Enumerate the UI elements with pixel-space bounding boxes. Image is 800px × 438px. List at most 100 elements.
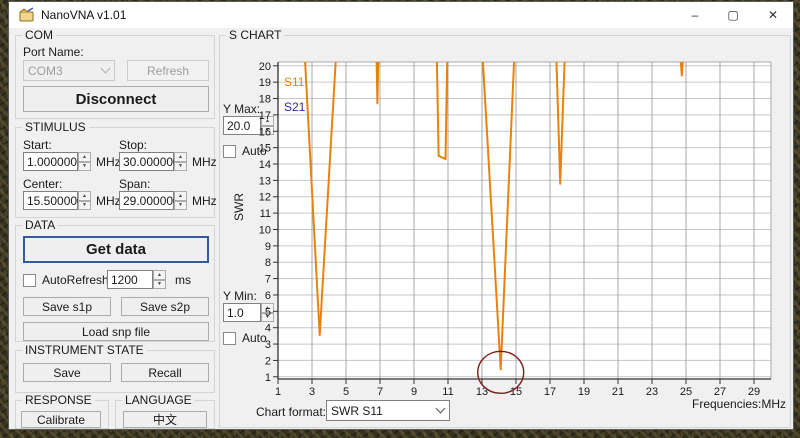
- refresh-button[interactable]: Refresh: [127, 60, 209, 81]
- x-tick-label: 27: [714, 386, 726, 398]
- chart-format-value: SWR S11: [331, 403, 383, 418]
- port-select[interactable]: COM3: [23, 60, 115, 81]
- span-input[interactable]: 29.000000: [119, 191, 180, 210]
- ymax-input[interactable]: 20.0: [223, 116, 261, 135]
- chart-format-label: Chart format:: [256, 405, 327, 419]
- start-label: Start:: [23, 138, 52, 152]
- instrument-state-group: INSTRUMENT STATE: [15, 343, 215, 393]
- chart-format-select[interactable]: SWR S11: [326, 400, 450, 421]
- x-tick-label: 23: [646, 386, 658, 398]
- disconnect-button[interactable]: Disconnect: [23, 86, 209, 112]
- autorefresh-label: AutoRefresh: [42, 273, 109, 287]
- maximize-button[interactable]: ▢: [727, 8, 739, 22]
- x-tick-label: 29: [748, 386, 760, 398]
- y-tick-label: 8: [265, 257, 271, 269]
- minimize-button[interactable]: –: [691, 8, 699, 22]
- x-tick-label: 9: [411, 386, 417, 398]
- y-tick-label: 3: [265, 339, 271, 351]
- response-group-label: RESPONSE: [22, 393, 95, 407]
- save-s2p-button[interactable]: Save s2p: [121, 297, 209, 316]
- ymax-spinner: ▲ ▼: [261, 116, 274, 135]
- ymin-input[interactable]: 1.0: [223, 303, 261, 322]
- x-tick-label: 15: [510, 386, 522, 398]
- center-spinner: ▲ ▼: [78, 191, 91, 210]
- instrument-recall-button[interactable]: Recall: [121, 363, 209, 382]
- data-group: DATA: [15, 218, 215, 342]
- span-unit-label: MHz: [192, 194, 217, 208]
- stop-unit-label: MHz: [192, 155, 217, 169]
- center-unit-label: MHz: [96, 194, 121, 208]
- stimulus-group-label: STIMULUS: [22, 120, 89, 134]
- start-spinner: ▲ ▼: [78, 152, 91, 171]
- y-tick-label: 15: [259, 143, 271, 155]
- frequencies-unit-label: Frequencies:MHz: [692, 397, 787, 411]
- y-tick-label: 5: [265, 306, 271, 318]
- y-tick-label: 9: [265, 241, 271, 253]
- ymax-label: Y Max:: [223, 102, 261, 116]
- instrument-state-label: INSTRUMENT STATE: [22, 343, 147, 357]
- com-group: COM: [15, 28, 215, 119]
- y-tick-label: 10: [259, 224, 271, 236]
- interval-unit-label: ms: [175, 273, 191, 287]
- ymin-spinner: ▲ ▼: [261, 303, 274, 322]
- y-tick-label: 12: [259, 192, 271, 204]
- center-label: Center:: [23, 177, 63, 191]
- start-input[interactable]: 1.000000: [23, 152, 78, 171]
- x-tick-label: 5: [343, 386, 349, 398]
- instrument-save-button[interactable]: Save: [23, 363, 111, 382]
- ymin-spinner-up[interactable]: ▲: [261, 303, 274, 313]
- autorefresh-checkbox[interactable]: [23, 274, 36, 287]
- y-tick-label: 13: [259, 175, 271, 187]
- stimulus-group: STIMULUS: [15, 120, 215, 218]
- save-s1p-button[interactable]: Save s1p: [23, 297, 111, 316]
- y-tick-label: 4: [265, 323, 271, 335]
- com-group-label: COM: [22, 28, 56, 42]
- start-spinner-down[interactable]: ▼: [78, 161, 91, 171]
- language-chinese-button[interactable]: 中文: [123, 411, 207, 428]
- ymin-label: Y Min:: [223, 289, 257, 303]
- ymin-auto-label: Auto: [242, 331, 267, 345]
- language-group: LANGUAGE: [115, 393, 215, 429]
- y-tick-label: 18: [259, 94, 271, 106]
- center-spinner-up[interactable]: ▲: [78, 191, 91, 201]
- start-spinner-up[interactable]: ▲: [78, 152, 91, 162]
- span-label: Span:: [119, 177, 151, 191]
- center-spinner-down[interactable]: ▼: [78, 200, 91, 210]
- interval-input[interactable]: 1200: [107, 270, 153, 289]
- legend-s11: S11: [284, 75, 305, 89]
- ymax-spinner-up[interactable]: ▲: [261, 116, 274, 126]
- x-tick-label: 19: [578, 386, 590, 398]
- response-group: RESPONSE: [15, 393, 109, 429]
- span-spinner-down[interactable]: ▼: [174, 200, 187, 210]
- data-group-label: DATA: [22, 218, 59, 232]
- stop-input[interactable]: 30.000000: [119, 152, 180, 171]
- load-snp-button[interactable]: Load snp file: [23, 322, 209, 341]
- x-tick-label: 13: [476, 386, 488, 398]
- stop-label: Stop:: [119, 138, 148, 152]
- swr-axis-label: SWR: [232, 193, 246, 221]
- ymax-auto-checkbox[interactable]: [223, 145, 236, 158]
- schart-group: S CHART: [219, 28, 791, 428]
- interval-spinner-up[interactable]: ▲: [153, 270, 166, 280]
- y-tick-label: 14: [259, 159, 271, 171]
- span-spinner: ▲ ▼: [174, 191, 187, 210]
- ymin-spinner-down[interactable]: ▼: [261, 312, 274, 322]
- chevron-down-icon: [435, 403, 446, 413]
- port-select-value: COM3: [28, 63, 63, 78]
- stop-spinner-up[interactable]: ▲: [174, 152, 187, 162]
- interval-spinner-down[interactable]: ▼: [153, 279, 166, 289]
- y-tick-label: 7: [265, 274, 271, 286]
- calibrate-button[interactable]: Calibrate: [21, 411, 101, 428]
- x-tick-label: 3: [309, 386, 315, 398]
- stop-spinner-down[interactable]: ▼: [174, 161, 187, 171]
- get-data-button[interactable]: Get data: [23, 236, 209, 263]
- ymin-auto-checkbox[interactable]: [223, 332, 236, 345]
- span-spinner-up[interactable]: ▲: [174, 191, 187, 201]
- y-tick-label: 11: [260, 208, 271, 220]
- app-icon: [19, 7, 34, 22]
- close-button[interactable]: ✕: [767, 8, 779, 22]
- ymax-auto-label: Auto: [242, 144, 267, 158]
- ymax-spinner-down[interactable]: ▼: [261, 125, 274, 135]
- center-input[interactable]: 15.500000: [23, 191, 84, 210]
